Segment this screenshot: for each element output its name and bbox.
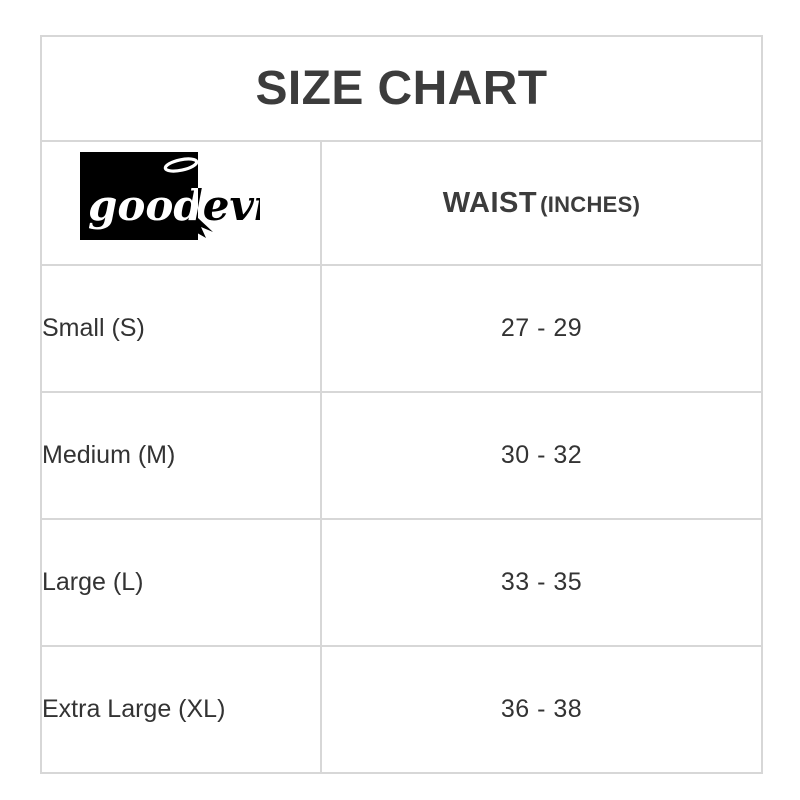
table-header-row: goodevil goodevil WAIST(INCHES): [40, 140, 763, 266]
size-label-medium: Medium (M): [40, 391, 322, 520]
title-cell: SIZE CHART: [40, 35, 763, 142]
goodevil-logo: goodevil goodevil: [80, 148, 260, 258]
brand-logo-cell: goodevil goodevil: [40, 140, 322, 266]
page-title: SIZE CHART: [255, 61, 548, 115]
waist-value-extra-large: 36 - 38: [320, 645, 763, 774]
waist-header-label: WAIST: [442, 186, 538, 219]
waist-value-medium: 30 - 32: [320, 391, 763, 520]
waist-header-cell: WAIST (INCHES): [320, 140, 763, 266]
table-row: Large (L) 33 - 35: [40, 518, 763, 647]
table-title-row: SIZE CHART: [40, 35, 763, 142]
table-row: Extra Large (XL) 36 - 38: [40, 645, 763, 774]
size-chart-table: SIZE CHART: [40, 35, 763, 774]
size-label-small: Small (S): [40, 264, 322, 393]
table-row: Medium (M) 30 - 32: [40, 391, 763, 520]
waist-header-unit: (INCHES): [540, 191, 641, 217]
waist-value-small: 27 - 29: [320, 264, 763, 393]
waist-value-large: 33 - 35: [320, 518, 763, 647]
svg-text:goodevil: goodevil: [88, 181, 286, 230]
size-label-large: Large (L): [40, 518, 322, 647]
svg-text:goodevil: goodevil: [88, 181, 286, 230]
table-row: Small (S) 27 - 29: [40, 264, 763, 393]
size-label-extra-large: Extra Large (XL): [40, 645, 322, 774]
goodevil-logo-icon: goodevil goodevil: [80, 152, 260, 240]
